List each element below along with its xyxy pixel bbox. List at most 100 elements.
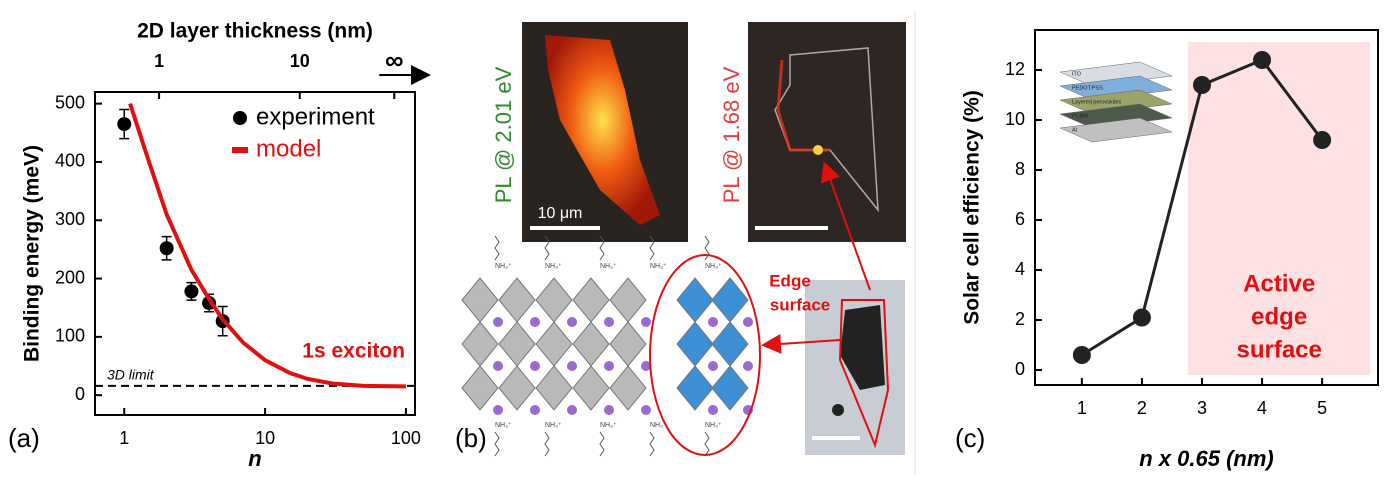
y-tick-label: 6: [1015, 209, 1025, 229]
octahedron: [462, 322, 498, 366]
cation: [641, 317, 651, 327]
cation: [530, 361, 540, 371]
ligand-label: NH₃⁺: [545, 263, 562, 270]
cation: [641, 405, 651, 415]
octahedron: [610, 366, 646, 410]
x-tick-label: 1: [119, 428, 129, 448]
y-tick-label: 500: [55, 92, 85, 112]
cation: [567, 405, 577, 415]
x-tick-label: 1: [1077, 398, 1087, 418]
edge-hotspot: [813, 145, 823, 155]
x2-tick-label: 10: [290, 51, 310, 71]
ligand-label: NH₃⁺: [495, 422, 512, 429]
ligand-label: NH₃⁺: [705, 263, 722, 270]
octahedron: [536, 278, 572, 322]
shade-label: edge: [1251, 303, 1307, 330]
data-point: [117, 117, 131, 131]
data-point: [160, 241, 174, 255]
x-tick-label: 100: [391, 428, 421, 448]
panel-label: (a): [8, 423, 40, 453]
panel-b: 10 μm PL @ 2.01 eV PL @ 1.68 eV Edge sur…: [455, 22, 906, 456]
device-layer-label: PEDOT:PSS: [1072, 85, 1103, 91]
ligand-chain: [705, 432, 709, 456]
data-point: [1193, 76, 1211, 94]
particle: [832, 404, 844, 416]
ligand-label: NH₃⁺: [545, 422, 562, 429]
octahedron: [536, 366, 572, 410]
octahedron: [573, 322, 609, 366]
annotation: 1s exciton: [302, 340, 405, 363]
crystal-structure: NH₃⁺NH₃⁺NH₃⁺NH₃⁺NH₃⁺NH₃⁺NH₃⁺NH₃⁺NH₃⁺NH₃⁺: [462, 236, 753, 456]
x-tick-label: 2: [1137, 398, 1147, 418]
ligand-chain: [650, 432, 654, 456]
legend-label: experiment: [256, 103, 375, 130]
x-tick-label: 10: [255, 428, 275, 448]
x-tick-label: 4: [1257, 398, 1267, 418]
cation: [530, 317, 540, 327]
panel-label: (b): [455, 423, 487, 453]
y-tick-label: 100: [55, 326, 85, 346]
octahedron: [573, 278, 609, 322]
cation: [708, 317, 718, 327]
cation: [493, 361, 503, 371]
data-point: [1313, 131, 1331, 149]
device-layer-label: ITO: [1072, 71, 1082, 77]
octahedron: [499, 366, 535, 410]
data-point: [1133, 309, 1151, 327]
x-tick-label: 5: [1317, 398, 1327, 418]
octahedron: [536, 322, 572, 366]
y-axis-label: Solar cell efficiency (%): [961, 90, 984, 325]
map-1-label: PL @ 2.01 eV: [491, 66, 516, 203]
pl-map-2: [748, 22, 906, 242]
octahedron: [499, 322, 535, 366]
legend-marker: [233, 111, 247, 125]
y-tick-label: 2: [1015, 309, 1025, 329]
panel-label: (c): [955, 423, 985, 453]
y-tick-label: 400: [55, 151, 85, 171]
scale-label: 10 μm: [538, 205, 583, 222]
ligand-chain: [495, 236, 499, 260]
x2-tick-label: ∞: [385, 45, 404, 75]
x2-axis-label: 2D layer thickness (nm): [137, 20, 373, 43]
ligand-chain: [600, 432, 604, 456]
y-tick-label: 200: [55, 267, 85, 287]
octahedron: [712, 366, 748, 410]
map-2-label: PL @ 1.68 eV: [719, 66, 744, 203]
octahedron: [712, 322, 748, 366]
ligand-label: NH₃⁺: [600, 263, 617, 270]
cation: [708, 405, 718, 415]
y-tick-label: 0: [1015, 359, 1025, 379]
octahedron: [677, 366, 713, 410]
x2-tick-label: 1: [154, 51, 164, 71]
y-tick-label: 4: [1015, 259, 1025, 279]
cation: [743, 361, 753, 371]
data-point: [1073, 346, 1091, 364]
y-axis-label: Binding energy (meV): [21, 145, 44, 362]
x-axis-label: n: [248, 446, 261, 471]
y-tick-label: 300: [55, 209, 85, 229]
octahedron: [712, 278, 748, 322]
octahedron: [462, 278, 498, 322]
cation: [604, 361, 614, 371]
edge-label: Edge: [769, 271, 811, 290]
ligand-label: NH₃⁺: [650, 263, 667, 270]
octahedron: [677, 278, 713, 322]
cation: [708, 361, 718, 371]
cation: [493, 317, 503, 327]
cation: [604, 405, 614, 415]
x-axis-label: n x 0.65 (nm): [1139, 446, 1273, 471]
data-point: [1253, 51, 1271, 69]
octahedron: [677, 322, 713, 366]
cation: [493, 405, 503, 415]
x-tick-label: 3: [1197, 398, 1207, 418]
cation: [743, 317, 753, 327]
octahedron: [610, 322, 646, 366]
edge-label: surface: [770, 295, 830, 314]
shade-label: Active: [1243, 270, 1315, 297]
figure: 10 μm PL @ 2.01 eV PL @ 1.68 eV Edge sur…: [0, 0, 1385, 474]
cation: [530, 405, 540, 415]
ligand-chain: [705, 236, 709, 260]
ligand-label: NH₃⁺: [600, 422, 617, 429]
y-tick-label: 8: [1015, 159, 1025, 179]
octahedron: [499, 278, 535, 322]
